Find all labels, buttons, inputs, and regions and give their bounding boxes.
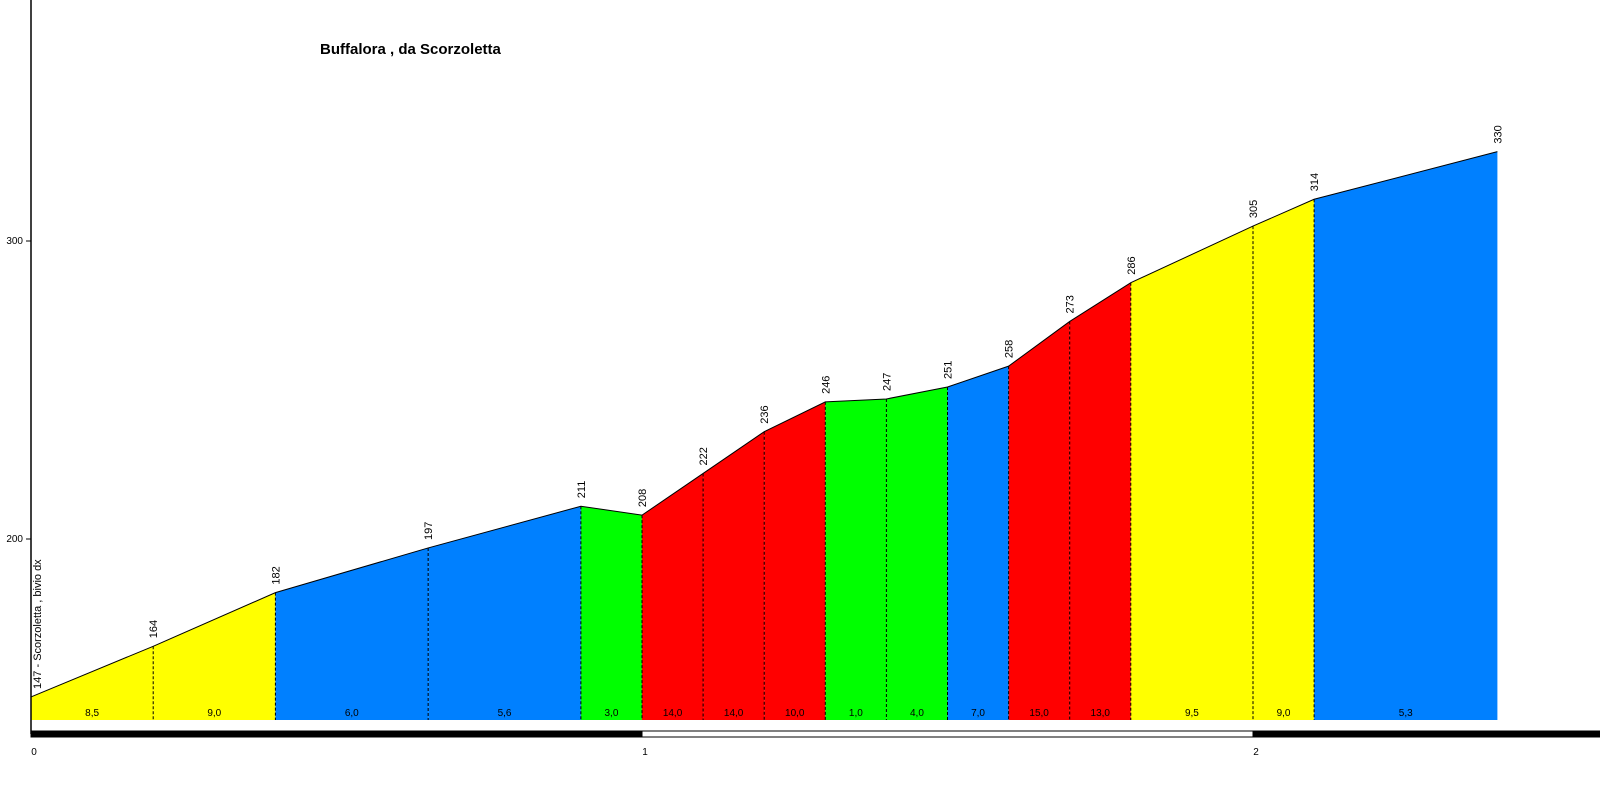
elevation-label: 211: [576, 481, 588, 499]
segment-grade-label: 14,0: [724, 708, 744, 719]
point-labels: 8,5 9,0 6,0 5,6 3,0 14,0 14,0 10,0 1,0 4,0 7,0 15,0…: [32, 125, 1504, 719]
segment-grade-label: 3,0: [604, 708, 618, 719]
segment-grade-label: 15,0: [1029, 708, 1049, 719]
x-tick-label: 1: [642, 747, 648, 758]
elevation-label: 286: [1126, 256, 1138, 274]
segment-grade-label: 1,0: [849, 708, 863, 719]
elevation-label: 236: [759, 405, 771, 423]
x-tick-label: 2: [1253, 747, 1259, 758]
segment-area: [1069, 282, 1131, 720]
tick-labels: 200 300 0 1 2: [6, 236, 1259, 758]
segment-area: [428, 506, 581, 720]
start-point-label: 147 - Scorzoletta , bivio dx: [32, 559, 44, 689]
scale-bar-segment: [1252, 730, 1600, 738]
segment-grade-label: 4,0: [910, 708, 924, 719]
segment-area: [580, 506, 642, 720]
segment-area: [1253, 199, 1315, 720]
segment-grade-label: 14,0: [663, 708, 683, 719]
elevation-label: 330: [1492, 125, 1504, 143]
elevation-label: 197: [423, 522, 435, 540]
segment-area: [764, 401, 826, 720]
segment-area: [275, 547, 429, 720]
segment-grade-label: 7,0: [971, 708, 985, 719]
scale-bar-segment: [30, 730, 643, 738]
x-tick-label: 0: [31, 747, 37, 758]
scale-bar-segment: [641, 730, 1254, 738]
segment-grade-label: 10,0: [785, 708, 805, 719]
elevation-label: 208: [637, 489, 649, 507]
segment-area: [153, 592, 276, 720]
segment-area: [825, 398, 887, 720]
segment-area: [642, 473, 704, 720]
segment-grade-label: 5,3: [1399, 708, 1413, 719]
axes: [26, 0, 32, 734]
segment-grade-label: 9,0: [207, 708, 221, 719]
segment-area: [886, 387, 948, 720]
segment-area: [1008, 321, 1070, 720]
elevation-label: 182: [270, 566, 282, 584]
elevation-label: 273: [1065, 295, 1077, 313]
segment-grade-label: 6,0: [345, 708, 359, 719]
elevation-label: 251: [943, 361, 955, 379]
elevation-label: 258: [1004, 340, 1016, 358]
segment-grade-label: 5,6: [498, 708, 512, 719]
segment-area: [703, 431, 765, 720]
chart-title: Buffalora , da Scorzoletta: [320, 41, 502, 58]
segment-grade-label: 9,5: [1185, 708, 1199, 719]
elevation-label: 314: [1309, 173, 1321, 191]
distance-scale-bar: [30, 730, 1600, 738]
elevation-label: 305: [1248, 200, 1260, 218]
segment-area: [947, 366, 1009, 720]
elevation-label: 164: [148, 620, 160, 638]
elevation-label: 247: [881, 373, 893, 391]
segment-area: [1314, 151, 1498, 721]
segment-grade-label: 9,0: [1277, 708, 1291, 719]
elevation-label: 222: [698, 447, 710, 465]
gradient-segments: [31, 151, 1498, 721]
elevation-label: 246: [820, 376, 832, 394]
segment-dividers: [152, 199, 1315, 720]
segment-grade-label: 8,5: [85, 708, 99, 719]
segment-area: [31, 646, 154, 720]
y-tick-label: 200: [6, 534, 23, 545]
segment-area: [1130, 226, 1253, 720]
segment-grade-label: 13,0: [1091, 708, 1111, 719]
y-tick-label: 300: [6, 236, 23, 247]
